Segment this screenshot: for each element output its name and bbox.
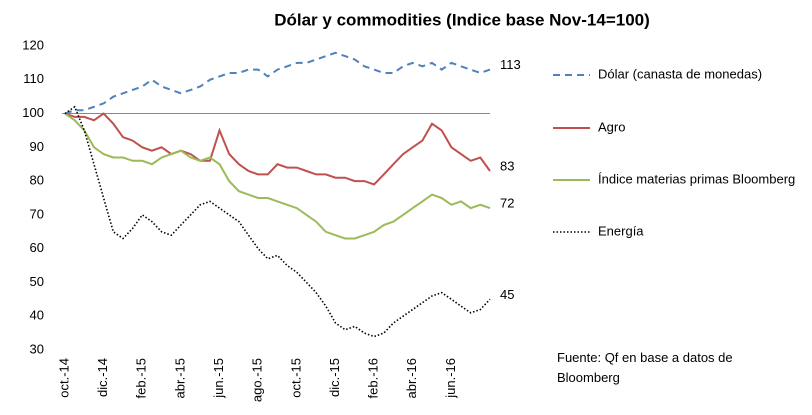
series-line <box>64 51 491 115</box>
x-tick-label: feb.-15 <box>134 358 149 398</box>
series-line <box>64 112 491 240</box>
x-tick-label: abr.-16 <box>404 358 419 398</box>
x-tick-label: ago.-15 <box>250 358 265 402</box>
legend-label: Agro <box>598 119 625 134</box>
y-tick-label: 40 <box>30 308 44 323</box>
y-tick-label: 60 <box>30 240 44 255</box>
x-tick-label: abr.-15 <box>172 358 187 398</box>
legend-label: Energía <box>598 223 644 238</box>
x-tick-label: oct.-14 <box>56 358 71 398</box>
y-tick-label: 90 <box>30 139 44 154</box>
series-line <box>64 112 491 186</box>
y-tick-label: 50 <box>30 274 44 289</box>
end-label: 72 <box>500 196 514 211</box>
end-label: 83 <box>500 158 514 173</box>
x-tick-label: jun.-16 <box>443 358 458 399</box>
x-tick-label: jun.-15 <box>211 358 226 399</box>
x-tick-label: oct.-15 <box>288 358 303 398</box>
legend-label: Dólar (canasta de monedas) <box>598 66 762 81</box>
y-tick-label: 100 <box>22 105 44 120</box>
source-note: Fuente: Qf en base a datos de Bloomberg <box>557 350 733 385</box>
end-label: 113 <box>500 57 521 72</box>
chart-title: Dólar y commodities (Indice base Nov-14=… <box>274 10 650 29</box>
x-tick-label: dic.-15 <box>327 358 342 397</box>
series-line <box>64 105 491 338</box>
end-label: 45 <box>500 287 514 302</box>
x-tick-label: dic.-14 <box>95 358 110 397</box>
y-tick-label: 30 <box>30 341 44 356</box>
y-tick-label: 110 <box>23 71 44 86</box>
x-tick-label: feb.-16 <box>366 358 381 398</box>
y-tick-label: 80 <box>30 173 44 188</box>
y-tick-label: 120 <box>22 37 44 52</box>
legend-label: Índice materias primas Bloomberg <box>598 171 795 186</box>
y-tick-label: 70 <box>30 206 44 221</box>
